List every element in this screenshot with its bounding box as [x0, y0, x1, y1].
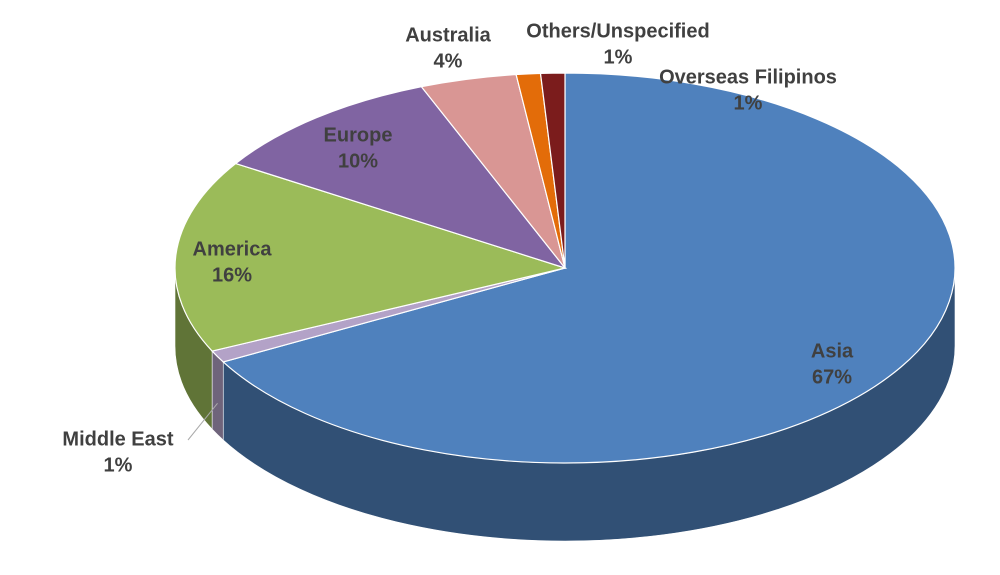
slice — [174, 162, 568, 352]
slice-value-label: 4% — [434, 50, 463, 72]
slice-value-label: 1% — [734, 92, 763, 114]
slice-value-label: 16% — [212, 264, 252, 286]
slice — [539, 72, 566, 269]
slice-label: Overseas Filipinos — [659, 66, 837, 88]
slice — [222, 72, 956, 464]
leader-line — [187, 403, 218, 441]
slice-label: America — [193, 238, 273, 260]
slice-label: Middle East — [62, 428, 173, 450]
slice-label: Others/Unspecified — [526, 20, 709, 42]
slice-label: Asia — [811, 340, 854, 362]
slice-label: Australia — [405, 24, 491, 46]
slice-label: Europe — [324, 124, 393, 146]
slice-value-label: 10% — [338, 150, 378, 172]
slice-side — [211, 350, 224, 441]
slice-value-label: 1% — [604, 46, 633, 68]
slice-value-label: 67% — [812, 366, 852, 388]
slice-value-label: 1% — [104, 454, 133, 476]
slice — [234, 86, 567, 270]
